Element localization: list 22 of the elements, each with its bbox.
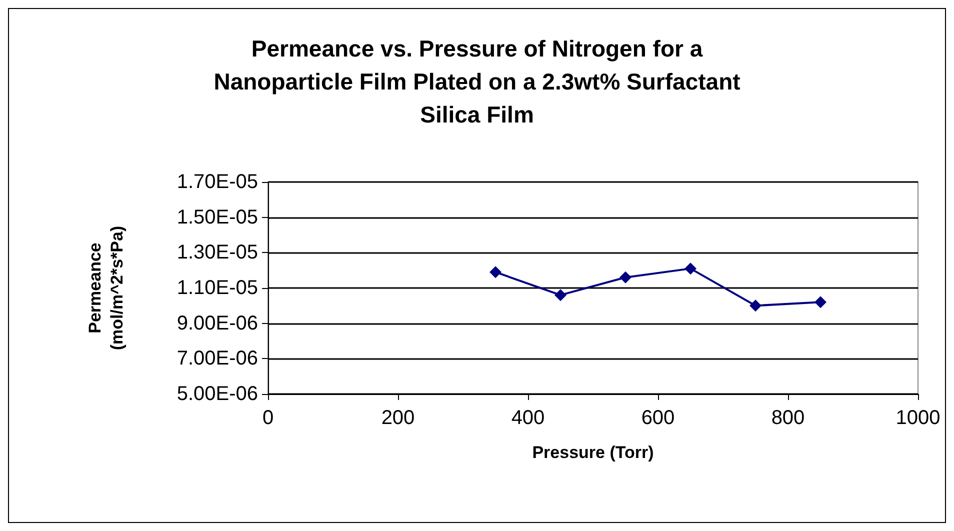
x-tick-label: 400 — [511, 407, 545, 429]
point — [750, 300, 762, 312]
y-tick-label: 1.30E-05 — [176, 242, 258, 264]
point — [814, 296, 826, 308]
point — [490, 266, 502, 278]
y-tick-label: 1.50E-05 — [176, 206, 258, 228]
point — [620, 271, 632, 284]
y-tick-label: 1.70E-05 — [176, 171, 258, 193]
x-axis-title: Pressure (Torr) — [532, 443, 654, 462]
x-tick-label: 600 — [641, 407, 675, 429]
y-tick-label: 7.00E-06 — [176, 348, 258, 370]
point — [554, 289, 566, 302]
x-tick-label: 200 — [381, 407, 415, 429]
y-tick-label: 1.10E-05 — [176, 277, 258, 299]
x-tick-label: 1000 — [896, 407, 940, 429]
point — [684, 262, 696, 275]
x-tick-label: 800 — [771, 407, 805, 429]
y-axis-title: Permeance (mol/m^2*s*Pa) — [86, 226, 126, 350]
y-tick-label: 5.00E-06 — [176, 383, 258, 405]
chart-title: Permeance vs. Pressure of Nitrogen for a Nanoparticle Film Plated on a 2.3wt% Surfactant Silica Film — [214, 36, 741, 128]
x-tick-label: 0 — [262, 407, 274, 429]
y-tick-label: 9.00E-06 — [176, 312, 258, 334]
